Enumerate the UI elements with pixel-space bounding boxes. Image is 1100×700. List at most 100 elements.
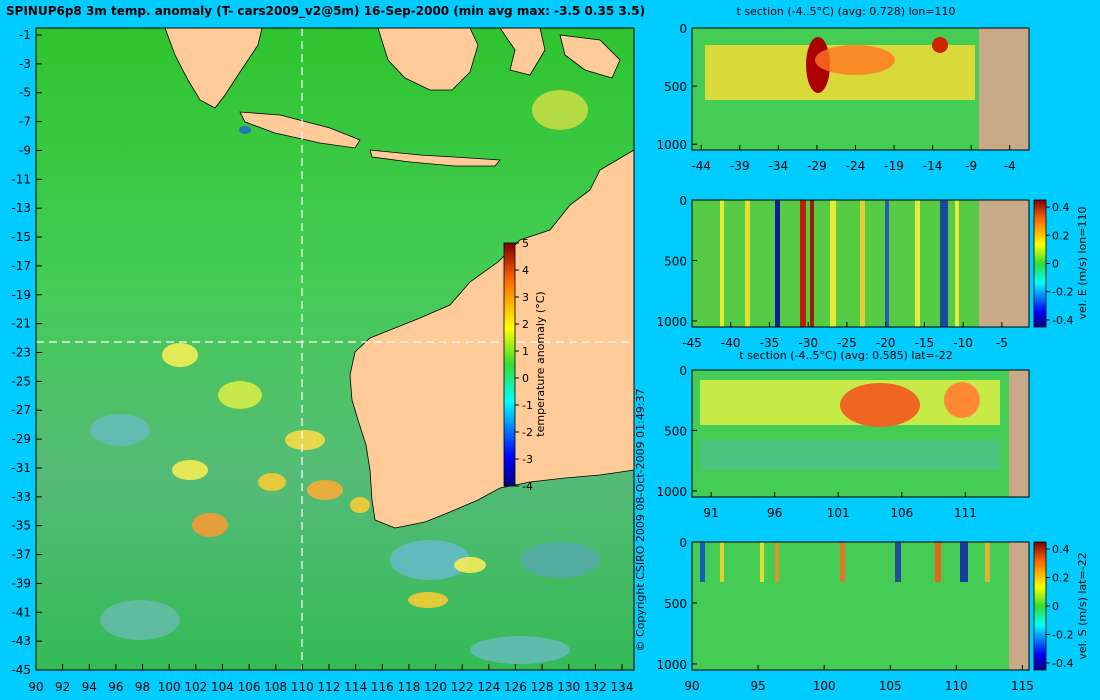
panel-vel-s-colorbar-label: vel. S (m/s) lat=-22 [1076,552,1089,659]
main-colorbar-bar [503,242,516,487]
lon-tick-label: 120 [424,680,447,694]
velocity-streak [935,542,941,582]
anomaly-patches [90,90,600,664]
x-tick-label: 100 [813,679,836,693]
panel-t-lat-patches [700,380,1000,470]
lon-tick-label: 132 [584,680,607,694]
main-colorbar-label: temperature anomaly (°C) [534,291,547,436]
lat-axis: -1 -3 -5 -7 -9 -11 -13 -15 -17 -19 -21 -23 -25 -27 -29… [11,28,42,677]
panel-t-lat-x-axis: 91 96 101 106 111 [703,492,977,520]
land [164,27,635,529]
colorbar-tick-label: -0.4 [1052,657,1073,670]
anomaly-patch [470,636,570,664]
panel-vel-e-patches [720,200,959,327]
main-colorbar-tick-label: 0 [522,372,529,385]
velocity-streak [940,200,948,327]
lon-tick-label: 124 [477,680,500,694]
panel-t-lat-frame [691,369,1030,498]
anomaly-patch [307,480,343,500]
panel-t-lat: t section (-4..5°C) (avg: 0.585) lat=-22… [656,349,1030,520]
lat-tick-label: -39 [11,576,31,590]
colorbar-tick-label: -0.4 [1052,314,1073,327]
x-tick-label: -24 [846,159,866,173]
velocity-streak [860,200,865,327]
velocity-streak [895,542,901,582]
x-tick-label: 105 [879,679,902,693]
anomaly-patch [172,460,208,480]
lat-tick-label: -7 [19,115,31,129]
lat-tick-label: -13 [11,201,31,215]
colorbar-tick-label: 0.2 [1052,229,1070,242]
panel-vel-e-frame [691,199,1030,328]
lon-tick-label: 114 [344,680,367,694]
main-colorbar-tick-label: 3 [522,291,529,304]
velocity-streak [960,542,968,582]
copyright-text: © Copyright CSIRO 2009 08-Oct-2009 01:49… [634,388,647,651]
x-tick-label: 111 [954,506,977,520]
x-tick-label: -19 [884,159,904,173]
x-tick-label: -4 [1004,159,1016,173]
lat-tick-label: -11 [11,172,31,186]
panel-vel-s-land [1009,542,1029,670]
velocity-streak [915,200,920,327]
velocity-streak [830,200,836,327]
anomaly-patch [162,343,198,367]
lat-tick-label: -37 [11,548,31,562]
depth-tick-label: 500 [664,597,687,611]
depth-tick-label: 1000 [656,138,687,152]
anomaly-patch [192,513,228,537]
anomaly-patch [408,592,448,608]
panel-t-lat-title: t section (-4..5°C) (avg: 0.585) lat=-22 [739,349,952,362]
lon-tick-label: 102 [184,680,207,694]
depth-tick-label: 0 [679,194,687,208]
velocity-streak [985,542,990,582]
velocity-streak [955,200,959,327]
depth-tick-label: 0 [679,22,687,36]
x-tick-label: -44 [691,159,711,173]
anomaly-patch [285,430,325,450]
panel-t-lat-y-axis: 0 500 1000 [656,364,697,499]
panel-vel-e-land [979,200,1029,327]
main-colorbar-tick-label: -2 [522,426,533,439]
anomaly-patch [258,473,286,491]
panel-t-lon-title: t section (-4..5°C) (avg: 0.728) lon=110 [736,5,955,18]
anomaly-patch [454,557,486,573]
panel-vel-e-colorbar [1033,199,1047,328]
lat-tick-label: -17 [11,259,31,273]
x-tick-label: -14 [923,159,943,173]
lat-tick-label: -35 [11,519,31,533]
anomaly-patch [520,542,600,578]
x-tick-label: -5 [996,336,1008,350]
lon-tick-label: 130 [557,680,580,694]
depth-tick-label: 0 [679,536,687,550]
lon-tick-label: 98 [135,680,150,694]
lon-tick-label: 92 [55,680,70,694]
land-eastern-islands [559,34,621,79]
anomaly-patch [390,540,470,580]
lat-tick-label: -1 [19,28,31,42]
x-tick-label: -34 [769,159,789,173]
panel-t-lon-y-axis: 0 500 1000 [656,22,697,152]
colorbar-tick-label: -0.2 [1052,628,1073,641]
panel-vel-e-colorbar-label: vel. E (m/s) lon=110 [1076,207,1089,320]
lon-tick-label: 104 [211,680,234,694]
panel-vel-s-colorbar [1033,541,1047,671]
lon-tick-label: 94 [82,680,97,694]
lat-tick-label: -23 [11,346,31,360]
anomaly-patch [90,414,150,446]
x-tick-label: 106 [890,506,913,520]
depth-tick-label: 1000 [656,658,687,672]
x-tick-label: -39 [730,159,750,173]
main-colorbar-tick-label: 4 [522,264,529,277]
x-tick-label: -35 [760,336,780,350]
lon-tick-label: 96 [108,680,123,694]
warm-core [932,37,948,53]
anomaly-patch [218,381,262,409]
anomaly-patch [532,90,588,130]
panel-vel-s-x-axis: 90 95 100 105 110 115 [684,665,1034,693]
x-tick-label: -30 [798,336,818,350]
panel-t-lon-land [979,28,1029,150]
x-tick-label: -15 [915,336,935,350]
velocity-streak [775,542,779,582]
